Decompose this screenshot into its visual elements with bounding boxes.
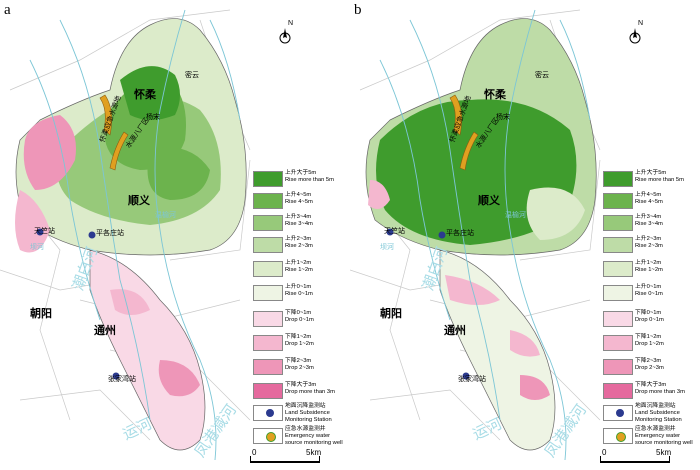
place-huairou: 怀柔 bbox=[134, 89, 156, 101]
place-chaoyang: 朝阳 bbox=[30, 308, 52, 320]
place-zhangjiawan: 张家湾站 bbox=[108, 376, 136, 383]
legend-item: 下降0~1m Drop 0~1m bbox=[603, 310, 695, 328]
place-yangsong: 杨宋 bbox=[496, 114, 510, 121]
place-tianzhu: 天竺站 bbox=[34, 228, 55, 235]
legend-item: 上升3~4m Rise 3~4m bbox=[253, 214, 345, 232]
legend-item: 上升1~2m Rise 1~2m bbox=[603, 260, 695, 278]
legend-item: 下降1~2m Drop 1~2m bbox=[253, 334, 345, 352]
legend-item: 下降0~1m Drop 0~1m bbox=[253, 310, 345, 328]
map-canvas-a bbox=[0, 9, 251, 461]
legend-item: 上升0~1m Rise 0~1m bbox=[603, 284, 695, 302]
legend-item: 上升大于5m Rise more than 5m bbox=[603, 170, 695, 188]
legend-item: 应急水源监测井 Emergency water source monitoring… bbox=[253, 426, 345, 446]
panel-letter-b: b bbox=[354, 2, 362, 18]
station-icon bbox=[266, 409, 274, 417]
scale-zero: 0 bbox=[602, 448, 607, 457]
map-panel-b: b 密云 怀柔 杨宋 顺义 天竺站 平各庄站 朝阳 通州 张家湾站 怀柔应急水源… bbox=[350, 0, 700, 470]
scale-distance: 5km bbox=[306, 448, 322, 457]
legend-item: 下降2~3m Drop 2~3m bbox=[253, 358, 345, 376]
place-tongzhou: 通州 bbox=[444, 325, 466, 337]
legend-item: 上升0~1m Rise 0~1m bbox=[253, 284, 345, 302]
legend-item: 上升1~2m Rise 1~2m bbox=[253, 260, 345, 278]
station-icon bbox=[616, 409, 624, 417]
legend-item: 下降大于3m Drop more than 3m bbox=[603, 382, 695, 400]
legend-item: 上升大于5m Rise more than 5m bbox=[253, 170, 345, 188]
place-shunyi: 顺义 bbox=[128, 195, 150, 207]
well-icon bbox=[616, 432, 626, 442]
place-zhangjiawan: 张家湾站 bbox=[458, 376, 486, 383]
north-arrow bbox=[276, 25, 294, 49]
legend-item: 下降大于3m Drop more than 3m bbox=[253, 382, 345, 400]
place-huairou: 怀柔 bbox=[484, 89, 506, 101]
river-label-wenyu: 温榆河 bbox=[155, 212, 176, 219]
legend-item: 应急水源监测井 Emergency water source monitoring… bbox=[603, 426, 695, 446]
river-label-bahe: 坝河 bbox=[30, 244, 44, 251]
north-label: N bbox=[288, 20, 294, 27]
map-canvas-b bbox=[350, 9, 601, 461]
legend-item: 上升2~3m Rise 2~3m bbox=[253, 236, 345, 254]
north-label: N bbox=[638, 20, 644, 27]
scale-bar: 0 5km bbox=[250, 448, 350, 468]
legend-item: 上升4~5m Rise 4~5m bbox=[603, 192, 695, 210]
legend-item: 下降1~2m Drop 1~2m bbox=[603, 334, 695, 352]
legend-item: 下降2~3m Drop 2~3m bbox=[603, 358, 695, 376]
legend-item: 上升4~5m Rise 4~5m bbox=[253, 192, 345, 210]
place-miyun: 密云 bbox=[185, 72, 199, 79]
legend-item: 地面沉降监测站 Land Subsidence Monitoring Statio… bbox=[253, 403, 345, 423]
scale-distance: 5km bbox=[656, 448, 672, 457]
place-chaoyang: 朝阳 bbox=[380, 308, 402, 320]
scale-bar: 0 5km bbox=[600, 448, 700, 468]
panel-letter-a: a bbox=[4, 2, 11, 18]
place-tongzhou: 通州 bbox=[94, 325, 116, 337]
well-icon bbox=[266, 432, 276, 442]
river-label-wenyu: 温榆河 bbox=[505, 212, 526, 219]
place-yangsong: 杨宋 bbox=[146, 114, 160, 121]
river-label-bahe: 坝河 bbox=[380, 244, 394, 251]
legend-item: 地面沉降监测站 Land Subsidence Monitoring Statio… bbox=[603, 403, 695, 423]
map-panel-a: a 密云 怀柔 杨宋 顺义 天竺站 平各庄站 朝阳 通州 张家湾站 怀柔应急水源… bbox=[0, 2, 350, 468]
scale-zero: 0 bbox=[252, 448, 257, 457]
place-pinggezhuang: 平各庄站 bbox=[446, 230, 474, 237]
place-shunyi: 顺义 bbox=[478, 195, 500, 207]
place-miyun: 密云 bbox=[535, 72, 549, 79]
legend-item: 上升3~4m Rise 3~4m bbox=[603, 214, 695, 232]
place-pinggezhuang: 平各庄站 bbox=[96, 230, 124, 237]
north-arrow bbox=[626, 25, 644, 49]
legend-item: 上升2~3m Rise 2~3m bbox=[603, 236, 695, 254]
place-tianzhu: 天竺站 bbox=[384, 228, 405, 235]
